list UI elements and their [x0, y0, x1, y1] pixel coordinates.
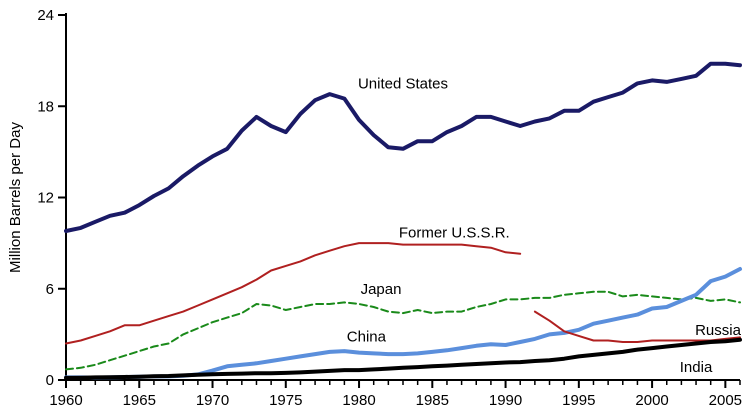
series-label-india: India [680, 359, 713, 376]
series-label-china: China [347, 329, 387, 346]
x-tick-label: 1975 [269, 392, 302, 409]
y-tick-label: 12 [37, 190, 54, 207]
series-line-former-u-s-s-r [65, 242, 522, 345]
y-tick-label: 24 [37, 7, 54, 24]
series-layer [64, 61, 742, 380]
x-tick-label: 1970 [196, 392, 229, 409]
series-line-united-states [64, 61, 742, 233]
series-label-united-states: United States [358, 75, 448, 92]
y-tick-label: 6 [46, 281, 54, 298]
axes-layer: 0 6 12 18 24 1960 1965 1970 1975 1980 1985 1990 1995… [7, 7, 742, 409]
series-label-russia: Russia [695, 322, 742, 339]
x-tick-label: 1980 [342, 392, 375, 409]
series-line-india [64, 337, 742, 380]
series-label-japan: Japan [361, 281, 402, 298]
series-line-japan [65, 290, 741, 371]
labels-layer: United States Former U.S.S.R. Japan China Ru… [347, 75, 742, 376]
x-tick-label: 1965 [123, 392, 156, 409]
x-tick-label: 1990 [489, 392, 522, 409]
x-tick-label: 2005 [709, 392, 742, 409]
y-axis-title: Million Barrels per Day [7, 122, 24, 273]
y-tick-label: 18 [37, 98, 54, 115]
x-tick-label: 1995 [562, 392, 595, 409]
series-line-china [64, 267, 742, 380]
x-tick-label: 1985 [416, 392, 449, 409]
y-tick-label: 0 [46, 372, 54, 389]
x-tick-label: 2000 [635, 392, 668, 409]
x-tick-label: 1960 [49, 392, 82, 409]
series-label-former-u-s-s-r: Former U.S.S.R. [399, 224, 510, 241]
